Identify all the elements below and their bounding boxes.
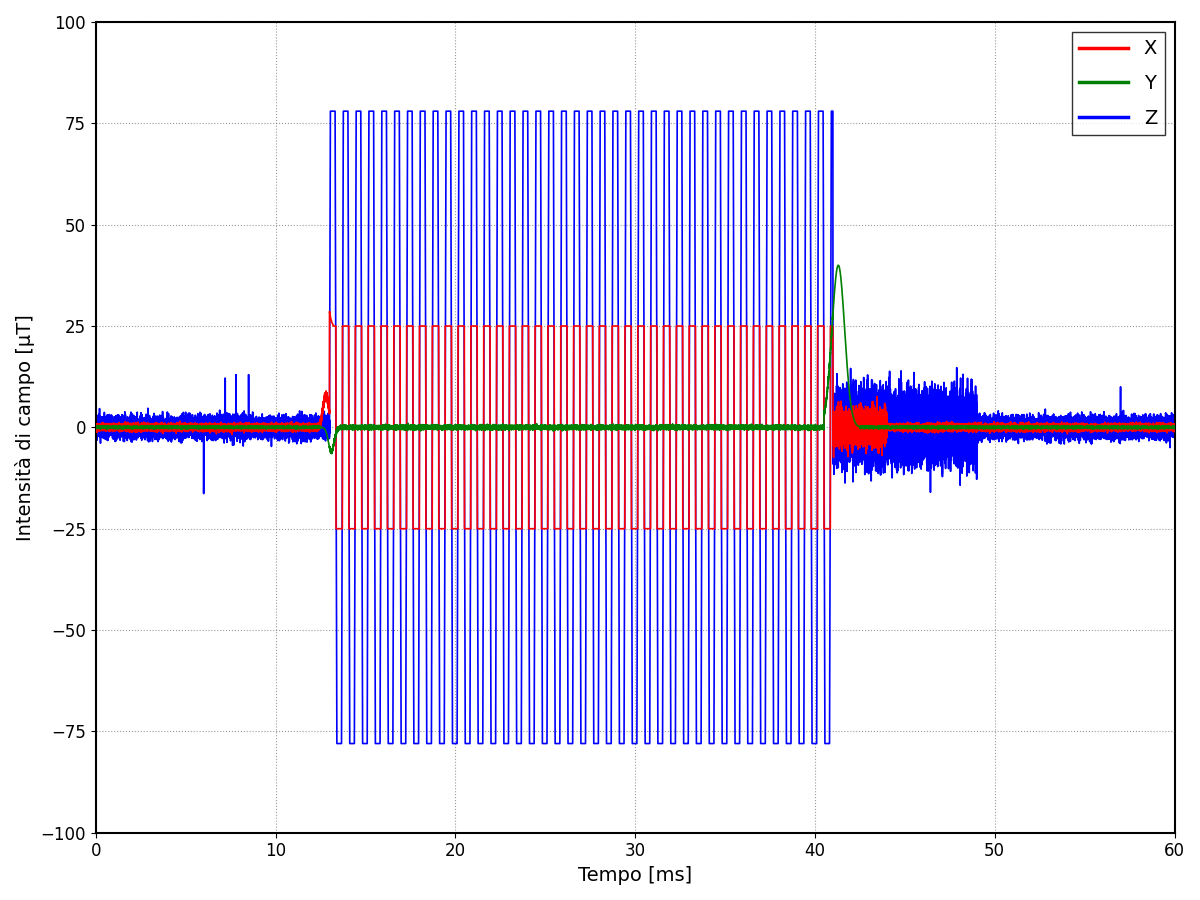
X [580, 320, 594, 331]
X [852, 414, 866, 425]
X-axis label: Tempo [ms]: Tempo [ms] [578, 866, 692, 885]
Y [1168, 422, 1182, 433]
X [1168, 423, 1182, 434]
Y [1013, 422, 1027, 433]
Z [1013, 432, 1027, 443]
X [89, 423, 103, 434]
Y-axis label: Intensità di campo [μT]: Intensità di campo [μT] [14, 314, 35, 541]
Z [580, 247, 594, 257]
X [1013, 424, 1027, 435]
Y [832, 260, 846, 271]
Z [852, 455, 866, 466]
Line: X: X [96, 311, 1175, 528]
Z [1168, 422, 1182, 433]
Line: Z: Z [96, 112, 1175, 743]
Y [1002, 422, 1016, 433]
Z [89, 419, 103, 430]
Legend: X, Y, Z: X, Y, Z [1072, 32, 1165, 135]
X [329, 523, 343, 534]
Y [580, 420, 594, 431]
Z [893, 444, 907, 454]
X [893, 422, 907, 433]
Z [323, 106, 337, 117]
X [1002, 419, 1016, 430]
Z [821, 738, 835, 749]
Y [89, 422, 103, 433]
X [323, 306, 337, 317]
Y [324, 448, 338, 459]
Line: Y: Y [96, 266, 1175, 454]
X [821, 523, 835, 534]
Y [852, 421, 866, 432]
Y [893, 421, 907, 432]
Z [330, 738, 344, 749]
Y [821, 381, 835, 392]
Z [1002, 424, 1016, 435]
